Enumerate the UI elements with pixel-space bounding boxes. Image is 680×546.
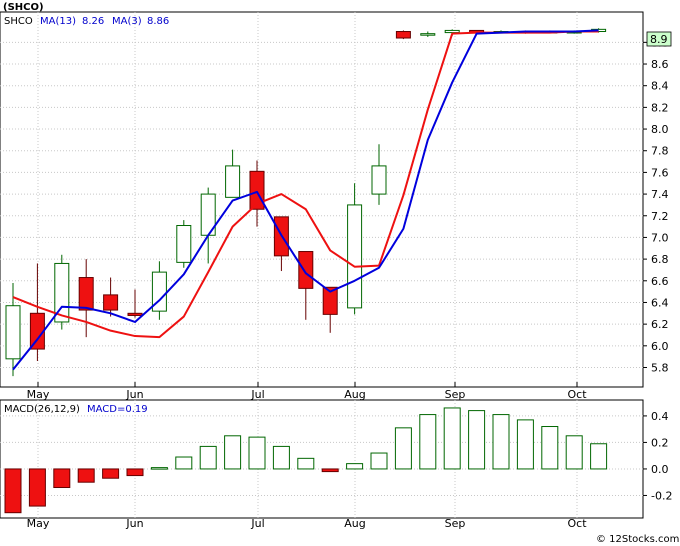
price-plot-area — [0, 11, 644, 388]
price-x-tick-label: Jul — [250, 388, 264, 401]
price-y-tick-label: 7.0 — [651, 231, 669, 244]
price-x-tick-label: Aug — [344, 388, 365, 401]
candle-body — [444, 29, 460, 34]
price-y-tick-label: 8.6 — [651, 58, 669, 71]
macd-bar — [77, 468, 95, 483]
price-y-tick-label: 7.4 — [651, 188, 669, 201]
price-legend: SHCO MA(13) 8.26 MA(3) 8.86 — [4, 16, 169, 27]
macd-bar — [443, 407, 461, 470]
macd-bar — [224, 435, 242, 470]
macd-bar — [150, 467, 168, 470]
macd-bar — [272, 445, 290, 470]
macd-bar — [516, 419, 534, 470]
candle-body — [420, 33, 436, 36]
candle-body — [127, 312, 143, 316]
legend-ma13-label: MA(13) — [40, 16, 76, 27]
macd-x-tick-label: Oct — [567, 517, 587, 530]
ma-line-ma13 — [12, 29, 599, 371]
macd-x-tick-label: Sep — [445, 517, 466, 530]
candle-body — [225, 165, 241, 198]
candle-body — [5, 305, 21, 360]
last-price-badge: 8.9 — [646, 31, 672, 47]
price-y-tick-label: 8.2 — [651, 101, 669, 114]
macd-x-tick-label: Jun — [125, 517, 143, 530]
macd-bar — [102, 468, 120, 479]
macd-x-tick-label: Jul — [250, 517, 264, 530]
price-y-tick-label: 8.4 — [651, 80, 669, 93]
macd-bar — [199, 445, 217, 470]
macd-plot-area — [0, 399, 644, 519]
macd-x-tick-label: Aug — [344, 517, 365, 530]
price-x-tick-label: Sep — [445, 388, 466, 401]
candle-body — [395, 31, 411, 39]
price-y-tick-label: 6.4 — [651, 296, 669, 309]
price-x-axis: May Jun Jul Aug Sep Oct — [27, 382, 587, 401]
macd-bar — [126, 468, 144, 477]
candle-body — [176, 225, 192, 263]
moving-average-lines — [12, 29, 599, 371]
macd-bar — [370, 452, 388, 470]
macd-bar — [28, 468, 46, 507]
macd-bar — [175, 456, 193, 470]
macd-x-axis: May Jun Jul Aug Sep Oct — [27, 517, 588, 530]
last-price-label: 8.9 — [650, 33, 668, 46]
price-y-tick-label: 6.2 — [651, 318, 669, 331]
macd-title: MACD(26,12,9) — [4, 404, 80, 415]
price-y-tick-label: 7.8 — [651, 145, 669, 158]
macd-bar — [541, 426, 559, 470]
macd-bar — [590, 443, 608, 470]
macd-bar — [419, 414, 437, 470]
candle-body — [371, 165, 387, 195]
candle-body — [322, 286, 338, 315]
macd-bar — [297, 457, 315, 470]
macd-bar — [346, 463, 364, 470]
macd-bar — [565, 435, 583, 470]
price-y-axis: 5.8 6.0 6.2 6.4 6.6 6.8 7.0 7.2 7.4 7.6 7.8 8.0 8.2 8… — [643, 36, 669, 374]
candle-body — [103, 294, 119, 311]
macd-bar — [394, 427, 412, 470]
candle-body — [347, 204, 363, 309]
legend-ma3-label: MA(3) — [112, 16, 142, 27]
price-y-tick-label: 7.6 — [651, 166, 669, 179]
candle-body — [298, 251, 314, 289]
price-y-tick-label: 8.0 — [651, 123, 669, 136]
price-x-tick-label: Jun — [125, 388, 143, 401]
macd-y-tick-label: 0.0 — [651, 463, 669, 476]
legend-ma3-value: 8.86 — [147, 16, 169, 27]
macd-bar — [4, 468, 22, 514]
price-y-tick-label: 6.6 — [651, 275, 669, 288]
macd-y-tick-label: 0.4 — [651, 410, 669, 423]
legend-ma13-value: 8.26 — [82, 16, 104, 27]
macd-bar — [53, 468, 71, 489]
macd-x-tick-label: May — [27, 517, 50, 530]
price-y-tick-label: 6.8 — [651, 253, 669, 266]
price-y-tick-label: 6.0 — [651, 340, 669, 353]
macd-bars — [4, 407, 608, 514]
price-y-tick-label: 7.2 — [651, 210, 669, 223]
macd-bar — [468, 410, 486, 470]
price-x-tick-label: Oct — [567, 388, 587, 401]
watermark: © 12Stocks.com — [596, 534, 679, 545]
macd-panel: -0.2 0.0 0.2 0.4 May Jun Jul Aug Sep Oct MACD(26… — [0, 399, 672, 530]
candle-body — [78, 277, 94, 311]
macd-y-tick-label: 0.2 — [651, 436, 669, 449]
macd-bar — [248, 436, 266, 470]
legend-symbol: SHCO — [4, 16, 33, 27]
price-y-tick-label: 5.8 — [651, 361, 669, 374]
macd-value-label: MACD=0.19 — [87, 404, 148, 415]
price-x-tick-label: May — [27, 388, 50, 401]
macd-y-tick-label: -0.2 — [651, 489, 672, 502]
macd-bar — [321, 468, 339, 473]
price-panel: 5.8 6.0 6.2 6.4 6.6 6.8 7.0 7.2 7.4 7.6 7.8 8.0 8.2 8… — [0, 11, 672, 401]
macd-bar — [492, 414, 510, 470]
macd-y-axis: -0.2 0.0 0.2 0.4 — [643, 410, 672, 502]
chart-title: (SHCO) — [3, 2, 44, 13]
macd-gridlines — [0, 400, 643, 518]
